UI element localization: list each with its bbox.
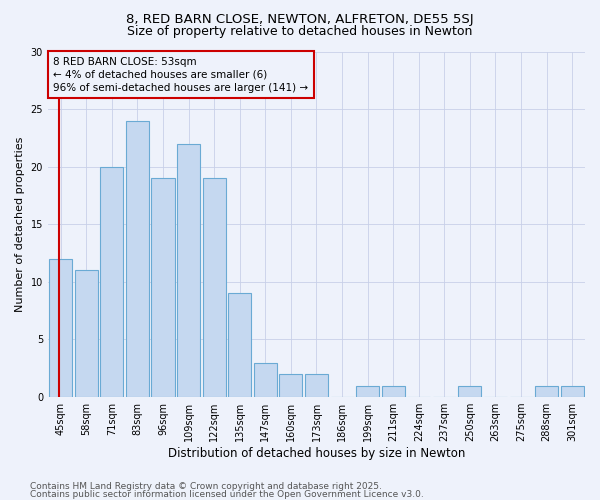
Text: 8 RED BARN CLOSE: 53sqm
← 4% of detached houses are smaller (6)
96% of semi-deta: 8 RED BARN CLOSE: 53sqm ← 4% of detached… xyxy=(53,56,308,93)
Bar xyxy=(228,294,251,397)
Text: 8, RED BARN CLOSE, NEWTON, ALFRETON, DE55 5SJ: 8, RED BARN CLOSE, NEWTON, ALFRETON, DE5… xyxy=(126,12,474,26)
Bar xyxy=(535,386,558,397)
Text: Size of property relative to detached houses in Newton: Size of property relative to detached ho… xyxy=(127,25,473,38)
Bar xyxy=(100,166,124,397)
Bar xyxy=(151,178,175,397)
Bar xyxy=(458,386,481,397)
Text: Contains public sector information licensed under the Open Government Licence v3: Contains public sector information licen… xyxy=(30,490,424,499)
Bar xyxy=(254,362,277,397)
Bar xyxy=(177,144,200,397)
Bar xyxy=(49,259,72,397)
Bar xyxy=(75,270,98,397)
Bar xyxy=(561,386,584,397)
Bar xyxy=(126,120,149,397)
Bar xyxy=(382,386,404,397)
Text: Contains HM Land Registry data © Crown copyright and database right 2025.: Contains HM Land Registry data © Crown c… xyxy=(30,482,382,491)
Y-axis label: Number of detached properties: Number of detached properties xyxy=(15,136,25,312)
Bar xyxy=(203,178,226,397)
Bar xyxy=(305,374,328,397)
Bar xyxy=(356,386,379,397)
X-axis label: Distribution of detached houses by size in Newton: Distribution of detached houses by size … xyxy=(168,447,465,460)
Bar xyxy=(280,374,302,397)
